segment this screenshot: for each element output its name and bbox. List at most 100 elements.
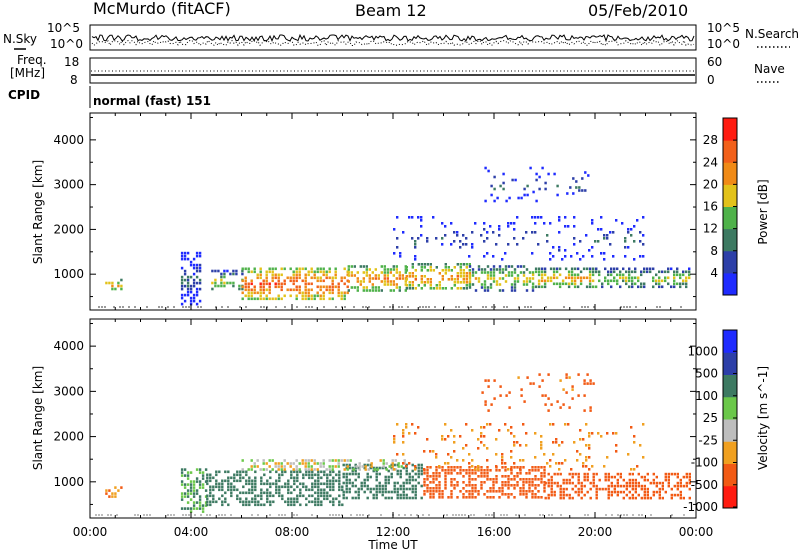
echo-cell (365, 289, 368, 292)
echo-cell (362, 265, 365, 268)
ground-scatter-cell (350, 514, 352, 516)
echo-cell (350, 274, 353, 277)
echo-cell (534, 466, 537, 469)
echo-cell (253, 462, 256, 465)
echo-cell (637, 472, 640, 476)
velocity-colorbar-tick-label: -1000 (683, 500, 718, 514)
echo-cell (471, 472, 474, 475)
echo-cell (250, 465, 253, 468)
nsearch-tick-low: 10^0 (707, 37, 740, 51)
echo-cell (495, 481, 498, 484)
echo-cell (329, 488, 332, 492)
echo-cell (239, 500, 242, 504)
echo-cell (290, 476, 293, 480)
echo-cell (192, 272, 196, 276)
echo-cell (583, 484, 586, 488)
ground-scatter-cell (98, 306, 100, 308)
echo-cell (603, 252, 606, 255)
echo-cell (489, 271, 493, 274)
ground-scatter-cell (680, 306, 682, 308)
echo-cell (676, 484, 679, 488)
ground-scatter-cell (398, 306, 400, 308)
echo-cell (358, 468, 361, 471)
echo-cell (277, 276, 280, 280)
echo-cell (345, 490, 348, 494)
echo-cell (571, 472, 574, 476)
echo-cell (579, 258, 582, 261)
echo-cell (289, 267, 292, 271)
echo-cell (411, 487, 414, 491)
echo-cell (531, 216, 534, 219)
echo-cell (507, 265, 511, 268)
echo-cell (238, 284, 241, 288)
ground-scatter-cell (362, 514, 364, 516)
echo-cell (637, 276, 640, 280)
echo-cell (484, 403, 487, 406)
echo-cell (480, 441, 483, 444)
echo-cell (484, 199, 487, 203)
echo-cell (646, 493, 649, 497)
echo-cell (607, 475, 610, 479)
echo-cell (248, 476, 251, 480)
echo-cell (271, 267, 274, 271)
echo-cell (450, 469, 453, 472)
echo-cell (562, 490, 565, 494)
echo-cell (304, 297, 307, 301)
echo-cell (517, 196, 520, 200)
echo-cell (227, 476, 230, 480)
echo-cell (577, 490, 580, 494)
echo-cell (368, 268, 371, 271)
echo-cell (444, 266, 447, 269)
echo-cell (571, 496, 574, 500)
echo-cell (396, 496, 399, 500)
ground-scatter-cell (221, 306, 223, 308)
echo-cell (117, 284, 120, 288)
echo-cell (610, 493, 613, 497)
echo-cell (242, 491, 245, 495)
echo-cell (195, 302, 199, 306)
echo-cell (317, 470, 320, 474)
velocity-colorbar-tick-label: 500 (695, 367, 718, 381)
echo-cell (567, 276, 571, 280)
echo-cell (311, 470, 314, 474)
echo-cell (456, 466, 459, 469)
echo-cell (531, 277, 535, 280)
echo-cell (462, 234, 465, 237)
echo-cell (444, 481, 447, 484)
echo-cell (607, 496, 610, 500)
echo-cell (586, 373, 589, 376)
x-tick-label: 08:00 (275, 525, 310, 539)
echo-cell (484, 166, 487, 170)
echo-cell (399, 255, 402, 258)
echo-cell (277, 462, 280, 465)
echo-cell (368, 277, 371, 280)
echo-cell (363, 484, 366, 488)
echo-cell (607, 484, 610, 488)
echo-cell (682, 273, 685, 277)
echo-cell (301, 294, 304, 298)
echo-cell (484, 400, 487, 403)
echo-cell (490, 403, 493, 406)
ground-scatter-cell (593, 306, 595, 308)
echo-cell (316, 468, 319, 471)
echo-cell (389, 271, 392, 274)
echo-cell (212, 494, 215, 498)
echo-cell (307, 294, 310, 298)
echo-cell (354, 469, 357, 473)
echo-cell (468, 286, 472, 289)
ground-scatter-cell (218, 514, 220, 516)
echo-cell (534, 231, 537, 234)
echo-cell (295, 276, 298, 280)
echo-cell (540, 466, 543, 469)
echo-cell (395, 286, 398, 289)
echo-cell (384, 487, 387, 491)
echo-cell (471, 274, 475, 277)
echo-cell (378, 484, 381, 488)
echo-cell (468, 462, 471, 465)
echo-cell (522, 487, 525, 490)
ground-scatter-cell (197, 306, 199, 308)
echo-cell (329, 500, 332, 504)
echo-cell (271, 459, 274, 462)
echo-cell (423, 266, 426, 269)
echo-cell (259, 297, 262, 301)
